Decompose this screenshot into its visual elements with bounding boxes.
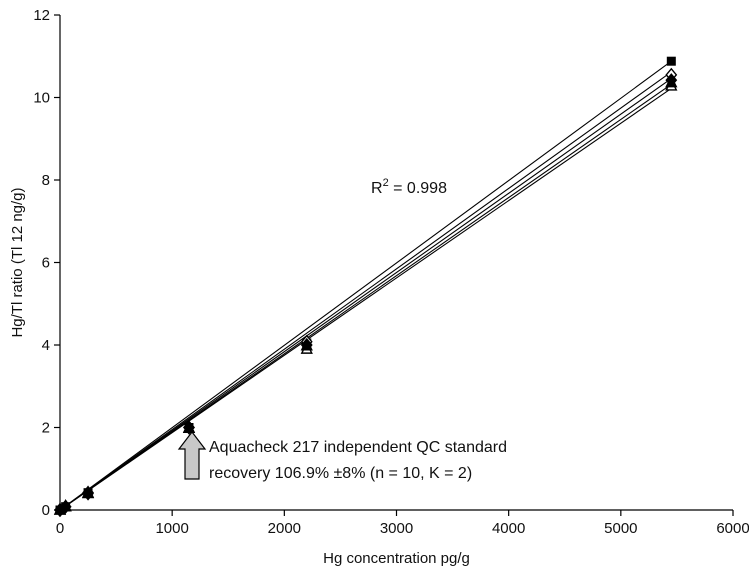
y-tick-label: 8 — [42, 172, 50, 189]
y-tick-label: 2 — [42, 420, 50, 437]
x-tick-label: 1000 — [155, 520, 188, 537]
x-tick-label: 6000 — [716, 520, 749, 537]
y-tick-label: 0 — [42, 502, 50, 519]
x-tick-label: 0 — [56, 520, 64, 537]
y-tick-label: 4 — [42, 337, 50, 354]
r-squared-annotation: R2 = 0.998 — [371, 177, 447, 197]
data-point-triangle — [182, 420, 196, 433]
y-tick-label: 12 — [33, 7, 50, 24]
x-tick-label: 4000 — [492, 520, 525, 537]
y-tick-label: 10 — [33, 90, 50, 107]
fit-line — [59, 60, 672, 511]
fit-line — [59, 78, 672, 511]
y-ticks: 0 2 4 6 8 10 12 — [33, 7, 60, 519]
y-tick-label: 6 — [42, 255, 50, 272]
data-points — [53, 56, 678, 518]
qc-annotation-line-1: Aquacheck 217 independent QC standard — [209, 439, 507, 456]
fit-line — [59, 71, 672, 511]
x-tick-label: 3000 — [380, 520, 413, 537]
data-point-triangle — [59, 499, 72, 512]
x-tick-label: 5000 — [604, 520, 637, 537]
r-squared-value: = 0.998 — [389, 180, 447, 197]
fit-line — [59, 83, 672, 511]
y-axis-label: Hg/Tl ratio (Tl 12 ng/g) — [9, 187, 26, 337]
x-axis-label: Hg concentration pg/g — [323, 550, 470, 567]
up-arrow-icon — [177, 431, 207, 480]
x-tick-label: 2000 — [268, 520, 301, 537]
data-point-triangle — [665, 75, 678, 88]
fit-lines — [59, 60, 672, 511]
data-point-square — [666, 56, 676, 66]
r-squared-superscript: 2 — [383, 177, 389, 189]
data-point-triangle — [81, 485, 95, 498]
fit-line — [59, 87, 672, 511]
data-point-triangle — [300, 338, 313, 351]
qc-annotation-line-2: recovery 106.9% ±8% (n = 10, K = 2) — [209, 465, 472, 482]
r-squared-base: R — [371, 180, 383, 197]
x-ticks: 0 1000 2000 3000 4000 5000 6000 — [56, 510, 749, 537]
